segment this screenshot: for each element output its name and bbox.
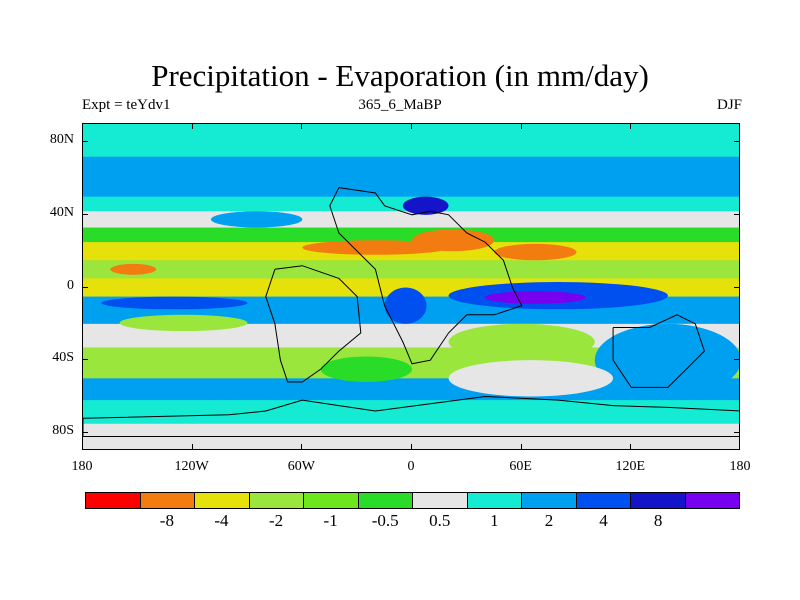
x-tick-bottom	[630, 444, 632, 450]
x-tick-top	[520, 123, 522, 129]
colorbar-box-10	[631, 493, 686, 508]
pe-band-0	[83, 124, 739, 158]
x-tick-top	[191, 123, 193, 129]
pe-patch-1	[412, 229, 495, 252]
x-tick-label: 120E	[615, 459, 646, 474]
colorbar-box-5	[358, 493, 413, 508]
pe-patch-13	[210, 211, 303, 228]
x-tick-top	[630, 123, 632, 129]
pe-patch-5	[485, 291, 586, 304]
colorbar-label: -0.5	[371, 511, 399, 530]
colorbar-box-2	[195, 493, 250, 508]
y-tick-label: 40N	[49, 204, 74, 220]
pe-map	[83, 124, 739, 449]
y-tick-label: 40S	[52, 350, 74, 366]
season-label: DJF	[716, 97, 742, 113]
y-tick-left	[82, 286, 88, 288]
pe-band-3	[83, 211, 739, 229]
period-label: 365_6_MaBP	[358, 97, 442, 113]
colorbar-box-6	[413, 493, 468, 508]
x-tick-bottom	[301, 444, 303, 450]
colorbar-box-1	[140, 493, 195, 508]
colorbar-label: 1	[490, 511, 499, 530]
pe-band-1	[83, 156, 739, 198]
y-tick-right	[734, 213, 740, 215]
colorbar-label: -8	[159, 511, 174, 530]
x-tick-label: 60E	[509, 459, 532, 474]
y-tick-right	[734, 286, 740, 288]
pe-patch-7	[101, 296, 248, 310]
colorbar-label: -4	[214, 511, 229, 530]
y-tick-right	[734, 141, 740, 143]
pe-patch-6	[384, 287, 427, 324]
pe-band-6	[83, 260, 739, 279]
colorbar-label: -1	[323, 511, 338, 530]
x-tick-bottom	[411, 444, 412, 450]
land-outline-0	[329, 187, 523, 365]
pe-band-4	[83, 227, 739, 243]
x-tick-bottom	[82, 444, 83, 450]
colorbar-label: 0.5	[429, 511, 451, 530]
x-tick-top	[82, 123, 83, 129]
x-tick-top	[739, 123, 740, 129]
colorbar	[85, 492, 740, 509]
colorbar-label: 4	[599, 511, 608, 530]
colorbar-box-7	[467, 493, 522, 508]
pe-patch-2	[110, 263, 157, 275]
y-tick-right	[734, 359, 740, 361]
x-tick-label: 120W	[174, 459, 209, 474]
land-outline-3	[83, 395, 739, 437]
x-tick-top	[301, 123, 303, 129]
pe-band-12	[83, 400, 739, 425]
pe-patch-3	[494, 243, 577, 261]
y-tick-left	[82, 431, 88, 433]
colorbar-box-3	[249, 493, 304, 508]
y-tick-left	[82, 141, 88, 143]
x-tick-bottom	[191, 444, 193, 450]
land-outline-1	[265, 265, 362, 383]
x-tick-bottom	[739, 444, 740, 450]
x-tick-bottom	[520, 444, 522, 450]
pe-patch-9	[119, 314, 248, 332]
land-outline-2	[612, 314, 705, 388]
y-tick-left	[82, 359, 88, 361]
map-frame	[82, 123, 740, 450]
colorbar-box-8	[522, 493, 577, 508]
x-tick-label: 180	[729, 459, 751, 474]
pe-patch-11	[448, 360, 614, 397]
x-tick-label: 180	[71, 459, 93, 474]
x-tick-top	[411, 123, 412, 129]
y-tick-right	[734, 431, 740, 433]
x-tick-label: 60W	[287, 459, 315, 474]
colorbar-box-4	[304, 493, 359, 508]
experiment-label: Expt = teYdv1	[82, 97, 171, 113]
colorbar-box-11	[685, 493, 739, 508]
colorbar-label: 2	[544, 511, 554, 530]
plot-title: Precipitation - Evaporation (in mm/day)	[151, 58, 649, 93]
colorbar-label: -2	[268, 511, 284, 530]
colorbar-label: 8	[653, 511, 663, 530]
y-tick-label: 80S	[52, 422, 74, 438]
y-tick-label: 0	[67, 277, 74, 293]
pe-patch-8	[594, 323, 739, 397]
pe-patch-10	[448, 323, 595, 361]
pe-patch-12	[320, 356, 412, 382]
y-tick-left	[82, 213, 88, 215]
pe-patch-14	[402, 196, 449, 215]
x-tick-label: 0	[407, 459, 415, 474]
colorbar-box-9	[576, 493, 631, 508]
y-tick-label: 80N	[49, 132, 74, 148]
colorbar-box-0	[86, 493, 141, 508]
pe-patch-0	[302, 240, 449, 255]
